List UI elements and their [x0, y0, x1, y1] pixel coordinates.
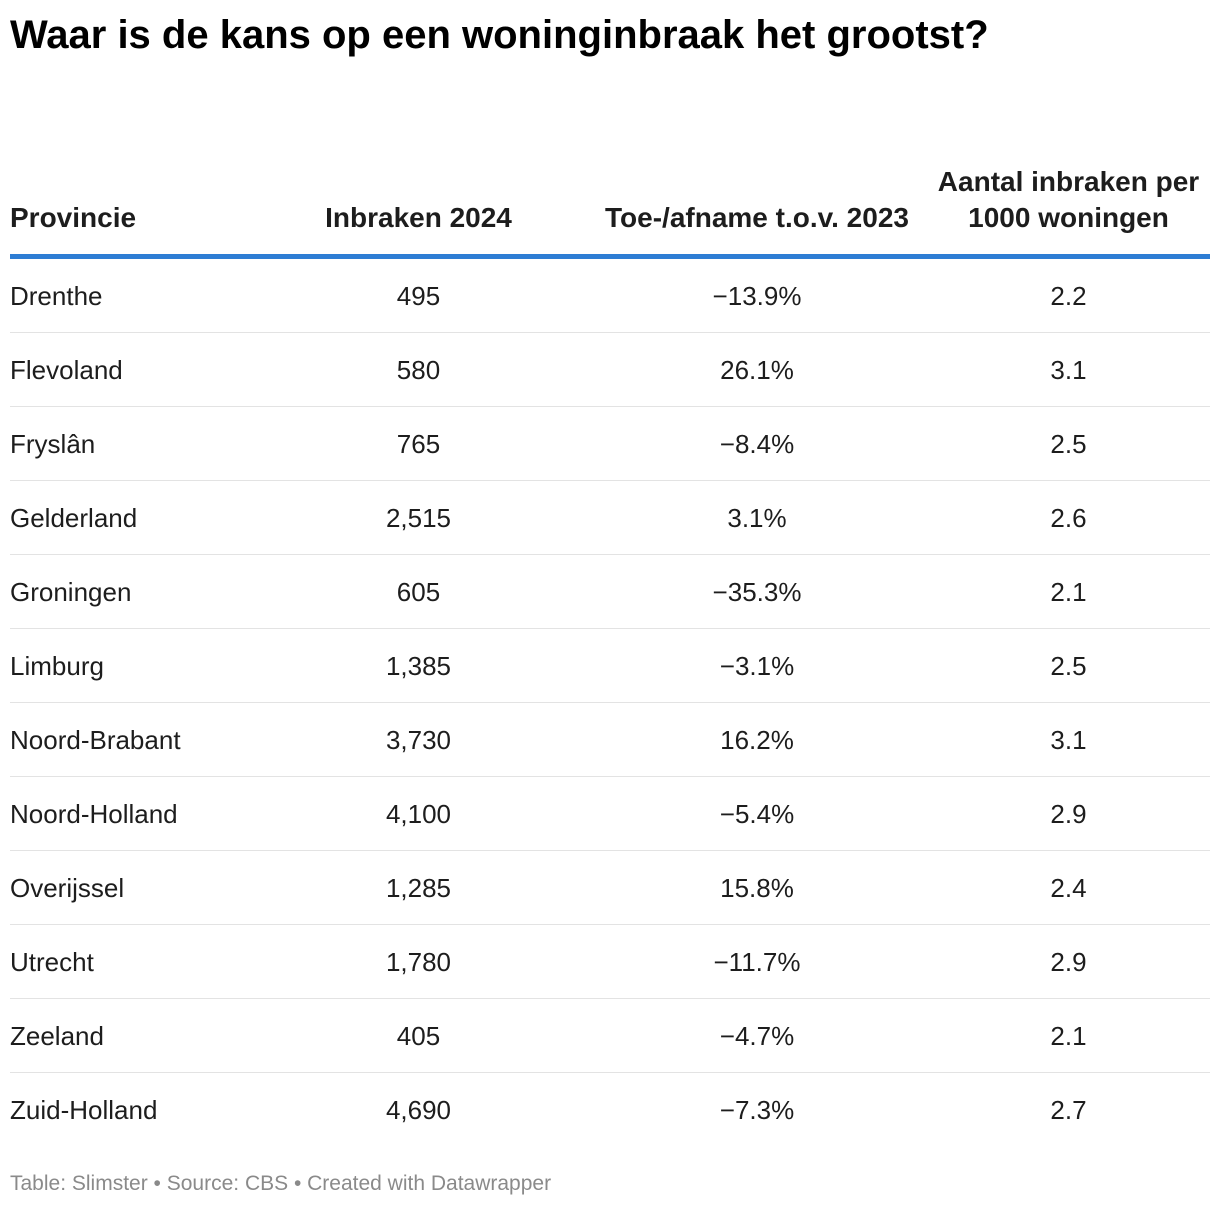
province-cell: Flevoland — [10, 332, 250, 407]
chart-title: Waar is de kans op een woninginbraak het… — [10, 13, 989, 57]
per-1000-cell: 3.1 — [927, 702, 1210, 777]
inbraken-2024-cell: 580 — [250, 332, 587, 407]
change-cell: 15.8% — [587, 850, 927, 925]
per-1000-cell: 2.2 — [927, 256, 1210, 333]
table-row: Limburg 1,385 −3.1% 2.5 — [10, 628, 1210, 703]
change-cell: −13.9% — [587, 256, 927, 333]
inbraken-2024-cell: 605 — [250, 554, 587, 629]
inbraken-2024-cell: 1,385 — [250, 628, 587, 703]
province-cell: Limburg — [10, 628, 250, 703]
header-row: Provincie Inbraken 2024 Toe-/afname t.o.… — [10, 110, 1210, 259]
table-row: Noord-Holland 4,100 −5.4% 2.9 — [10, 776, 1210, 851]
table-row: Zuid-Holland 4,690 −7.3% 2.7 — [10, 1073, 1210, 1147]
province-cell: Gelderland — [10, 480, 250, 555]
inbraken-2024-cell: 4,100 — [250, 776, 587, 851]
per-1000-cell: 2.6 — [927, 480, 1210, 555]
table-footer: Table: Slimster • Source: CBS • Created … — [10, 1172, 552, 1195]
inbraken-2024-cell: 765 — [250, 406, 587, 481]
change-cell: −11.7% — [587, 924, 927, 999]
inbraken-2024-cell: 2,515 — [250, 480, 587, 555]
inbraken-2024-cell: 495 — [250, 256, 587, 333]
province-cell: Zeeland — [10, 998, 250, 1073]
province-cell: Zuid-Holland — [10, 1094, 158, 1125]
per-1000-cell: 2.1 — [927, 998, 1210, 1073]
column-header-inbraken-2024[interactable]: Inbraken 2024 — [250, 110, 587, 259]
per-1000-cell: 2.4 — [927, 850, 1210, 925]
inbraken-2024-cell: 405 — [250, 998, 587, 1073]
inbraken-2024-cell: 3,730 — [250, 702, 587, 777]
change-cell: −4.7% — [587, 998, 927, 1073]
table-row: Zeeland 405 −4.7% 2.1 — [10, 998, 1210, 1073]
per-1000-cell: 2.9 — [927, 924, 1210, 999]
table-row: Utrecht 1,780 −11.7% 2.9 — [10, 924, 1210, 999]
province-cell: Fryslân — [10, 406, 250, 481]
table-row: Fryslân 765 −8.4% 2.5 — [10, 406, 1210, 481]
column-header-toe-afname[interactable]: Toe-/afname t.o.v. 2023 — [587, 110, 927, 259]
table-row: Overijssel 1,285 15.8% 2.4 — [10, 850, 1210, 925]
inbraken-2024-cell: 1,780 — [250, 924, 587, 999]
change-cell: 16.2% — [587, 702, 927, 777]
per-1000-cell: 2.5 — [927, 628, 1210, 703]
per-1000-cell: 2.5 — [927, 406, 1210, 481]
change-cell: −7.3% — [719, 1094, 795, 1125]
province-cell: Noord-Holland — [10, 776, 250, 851]
change-cell: −3.1% — [587, 628, 927, 703]
per-1000-cell: 2.9 — [927, 776, 1210, 851]
column-header-per-1000-woningen[interactable]: Aantal inbraken per 1000 woningen — [927, 110, 1210, 259]
table-row: Gelderland 2,515 3.1% 2.6 — [10, 480, 1210, 555]
table-row: Groningen 605 −35.3% 2.1 — [10, 554, 1210, 629]
table-header: Provincie Inbraken 2024 Toe-/afname t.o.… — [10, 110, 1210, 259]
data-table: Provincie Inbraken 2024 Toe-/afname t.o.… — [10, 110, 1210, 1146]
change-cell: −5.4% — [587, 776, 927, 851]
table-row: Noord-Brabant 3,730 16.2% 3.1 — [10, 702, 1210, 777]
province-cell: Noord-Brabant — [10, 702, 250, 777]
table-row: Flevoland 580 26.1% 3.1 — [10, 332, 1210, 407]
table-body: Drenthe 495 −13.9% 2.2 Flevoland 580 26.1% 3.1 F… — [10, 256, 1210, 1147]
province-cell: Overijssel — [10, 850, 250, 925]
change-cell: −35.3% — [587, 554, 927, 629]
province-cell: Utrecht — [10, 924, 250, 999]
inbraken-2024-cell: 4,690 — [385, 1094, 452, 1125]
change-cell: −8.4% — [587, 406, 927, 481]
per-1000-cell: 3.1 — [927, 332, 1210, 407]
change-cell: 3.1% — [587, 480, 927, 555]
per-1000-cell: 2.1 — [927, 554, 1210, 629]
per-1000-cell: 2.7 — [1050, 1094, 1087, 1125]
change-cell: 26.1% — [587, 332, 927, 407]
table-row: Drenthe 495 −13.9% 2.2 — [10, 256, 1210, 333]
province-cell: Drenthe — [10, 256, 250, 333]
inbraken-2024-cell: 1,285 — [250, 850, 587, 925]
province-cell: Groningen — [10, 554, 250, 629]
column-header-provincie[interactable]: Provincie — [10, 110, 250, 259]
